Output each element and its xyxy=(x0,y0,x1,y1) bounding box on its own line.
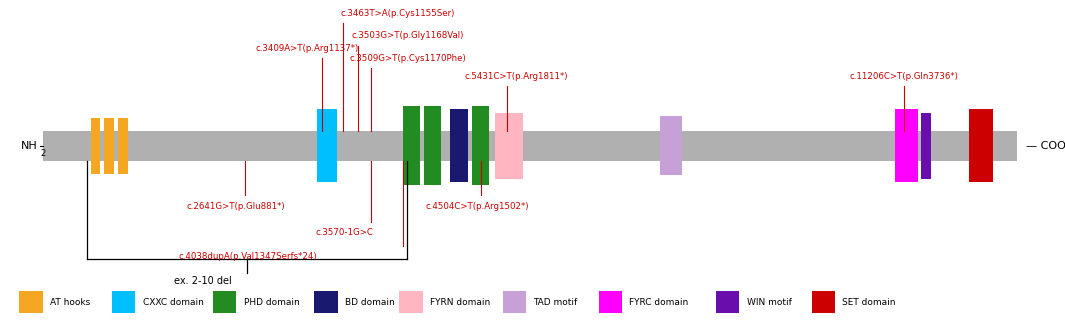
Text: ex. 2-10 del: ex. 2-10 del xyxy=(174,276,231,286)
Text: c.2641G>T(p.Glu881*): c.2641G>T(p.Glu881*) xyxy=(186,202,285,211)
Bar xyxy=(118,118,128,174)
Bar xyxy=(716,291,739,313)
Text: c.4038dupA(p.Val1347Serfs*24): c.4038dupA(p.Val1347Serfs*24) xyxy=(179,252,317,261)
Bar xyxy=(424,106,441,185)
Text: PHD domain: PHD domain xyxy=(244,298,299,307)
Text: CXXC domain: CXXC domain xyxy=(143,298,203,307)
Text: c.3509G>T(p.Cys1170Phe): c.3509G>T(p.Cys1170Phe) xyxy=(349,54,466,63)
Text: c.5431C>T(p.Arg1811*): c.5431C>T(p.Arg1811*) xyxy=(464,72,568,81)
Bar xyxy=(43,131,1017,161)
Text: c.11206C>T(p.Gln3736*): c.11206C>T(p.Gln3736*) xyxy=(850,72,958,81)
Text: c.4504C>T(p.Arg1502*): c.4504C>T(p.Arg1502*) xyxy=(426,202,529,211)
Bar xyxy=(91,118,100,174)
Bar xyxy=(812,291,835,313)
Text: 2: 2 xyxy=(40,149,46,159)
Bar xyxy=(403,106,420,185)
Bar xyxy=(104,118,114,174)
Bar xyxy=(599,291,622,313)
Bar xyxy=(495,113,523,179)
Bar xyxy=(472,106,489,185)
Text: WIN motif: WIN motif xyxy=(747,298,791,307)
Bar xyxy=(213,291,236,313)
Text: FYRC domain: FYRC domain xyxy=(629,298,689,307)
Bar xyxy=(450,109,468,182)
Text: c.3409A>T(p.Arg1137*): c.3409A>T(p.Arg1137*) xyxy=(256,44,359,53)
Bar xyxy=(399,291,423,313)
Bar xyxy=(112,291,135,313)
Text: TAD motif: TAD motif xyxy=(534,298,578,307)
Text: AT hooks: AT hooks xyxy=(50,298,91,307)
Text: c.3463T>A(p.Cys1155Ser): c.3463T>A(p.Cys1155Ser) xyxy=(341,9,455,18)
Bar xyxy=(503,291,526,313)
Bar xyxy=(969,109,993,182)
Bar xyxy=(314,291,338,313)
Text: NH: NH xyxy=(20,141,37,151)
Bar xyxy=(660,116,682,175)
Bar xyxy=(317,109,337,182)
Text: SET domain: SET domain xyxy=(842,298,896,307)
Text: FYRN domain: FYRN domain xyxy=(430,298,491,307)
Bar xyxy=(921,113,931,179)
Text: c.3503G>T(p.Gly1168Val): c.3503G>T(p.Gly1168Val) xyxy=(351,31,464,40)
Bar xyxy=(895,109,918,182)
Text: — COOH: — COOH xyxy=(1026,141,1065,151)
Text: c.3570-1G>C: c.3570-1G>C xyxy=(315,228,373,237)
Bar xyxy=(19,291,43,313)
Text: BD domain: BD domain xyxy=(345,298,395,307)
